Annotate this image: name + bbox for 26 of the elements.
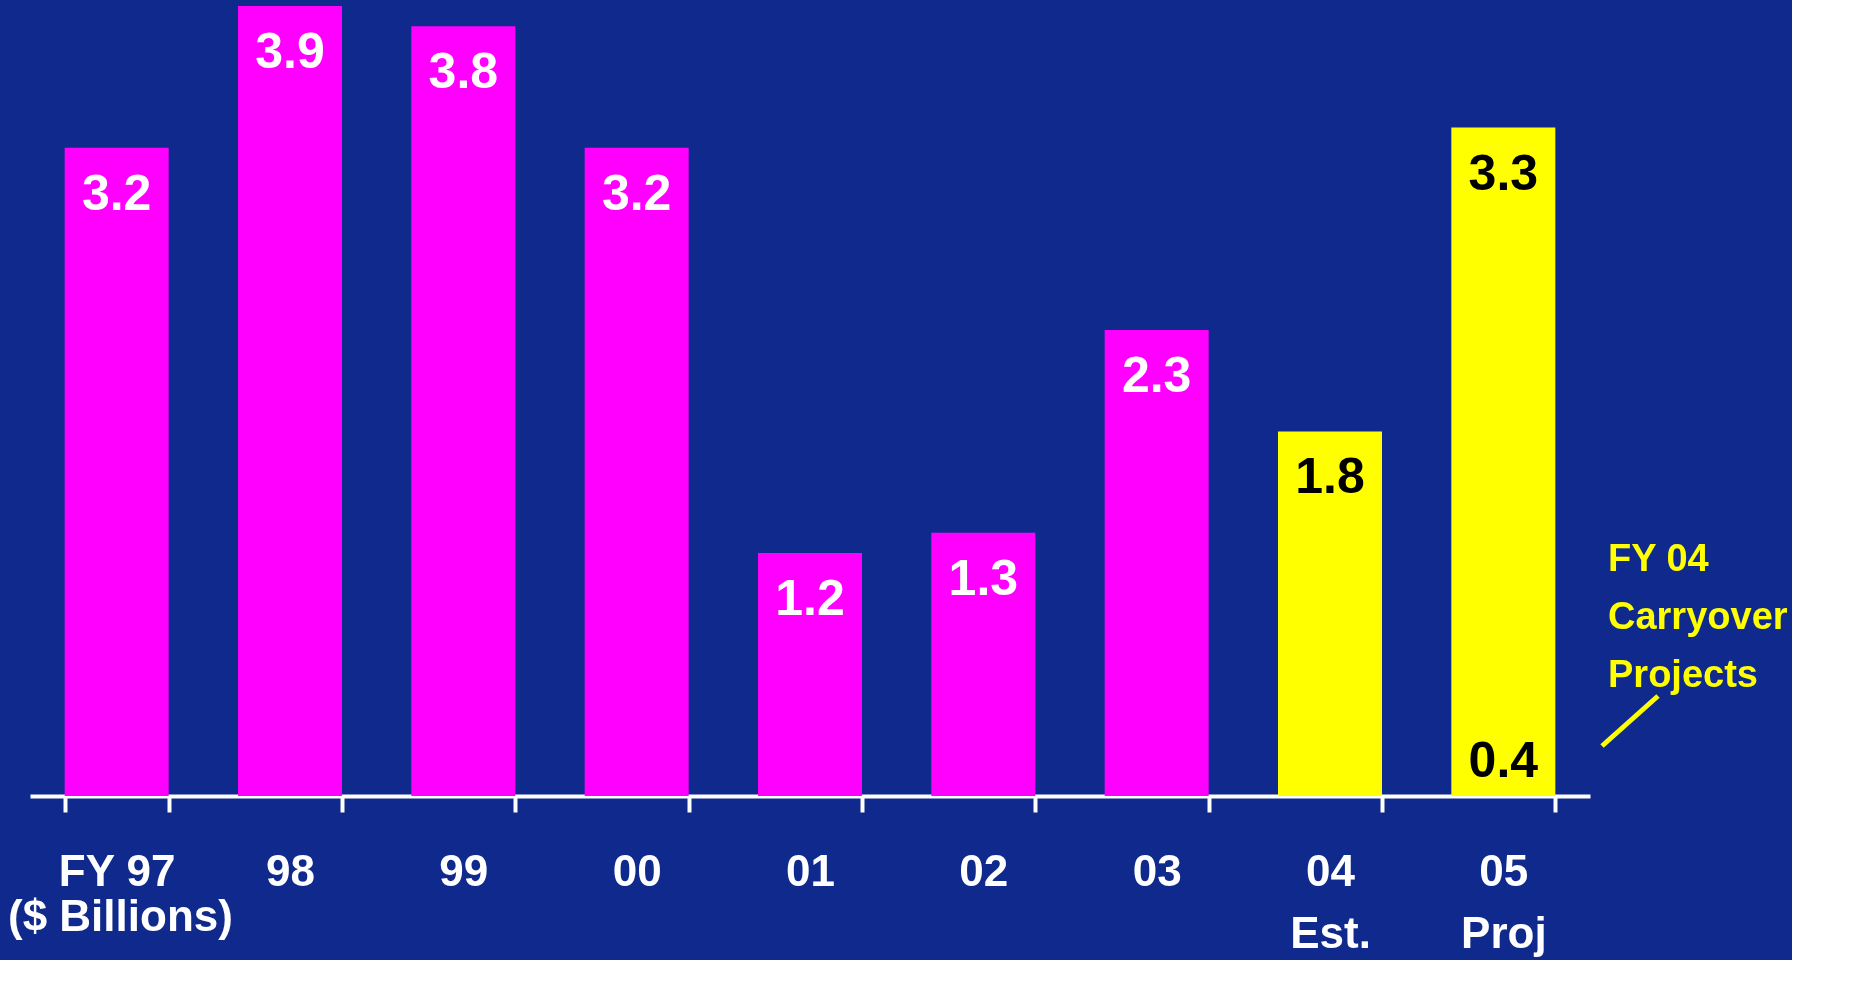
data-label: 3.2 xyxy=(81,164,152,221)
text: FY 04 Carryover Projects xyxy=(1608,537,1788,695)
x-tick-label: 99 xyxy=(439,845,489,895)
x-tick-label: 04 Est. xyxy=(1290,845,1371,957)
data-label: 0.4 xyxy=(1468,731,1539,788)
x-tick-label: 03 xyxy=(1132,845,1182,895)
total-label: 3.3 xyxy=(1468,144,1539,201)
data-label: 3.9 xyxy=(255,23,325,79)
bar xyxy=(758,552,862,796)
data-label: 1.3 xyxy=(948,549,1019,606)
bar xyxy=(238,6,342,796)
bar xyxy=(931,532,1036,796)
bar xyxy=(64,147,169,796)
data-label: 1.8 xyxy=(1295,448,1365,505)
data-label: 3.8 xyxy=(428,43,499,100)
bar xyxy=(1104,330,1209,796)
data-label: 1.2 xyxy=(775,569,845,626)
bar xyxy=(584,147,689,796)
data-label: 2.3 xyxy=(1121,347,1192,404)
x-tick-label: 01 xyxy=(786,845,835,895)
x-tick-label: 98 xyxy=(266,845,315,895)
x-tick-label: 00 xyxy=(612,845,662,895)
x-tick-label: 02 xyxy=(959,845,1009,895)
data-label: 3.2 xyxy=(601,164,672,221)
x-tick-label: 05 Proj xyxy=(1461,845,1547,957)
bar xyxy=(411,26,516,796)
